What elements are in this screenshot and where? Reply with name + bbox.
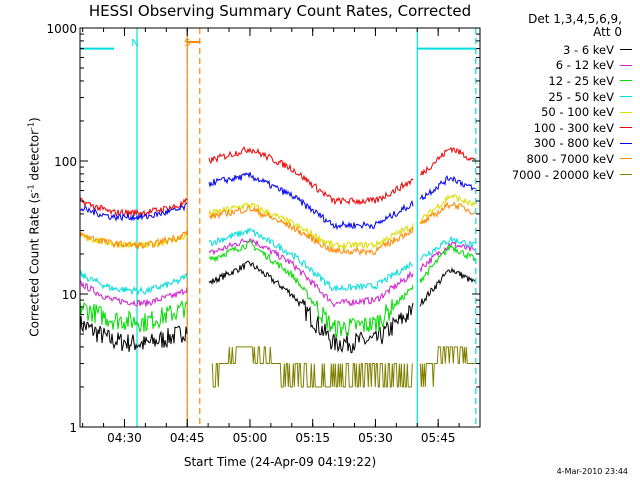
series-line: [208, 202, 414, 250]
chart-title: HESSI Observing Summary Count Rates, Cor…: [88, 2, 472, 20]
series-line: [79, 269, 188, 296]
legend-entry: 300 - 800 keV: [512, 136, 632, 152]
series-100-300-kev: [79, 145, 476, 218]
series-line: [208, 237, 414, 308]
series-line: [208, 171, 414, 231]
series-line: [208, 240, 414, 339]
series-line: [419, 236, 476, 261]
series-line: [419, 243, 476, 283]
series-6-12-kev: [79, 237, 476, 308]
series-line: [211, 346, 413, 388]
series-line: [79, 232, 188, 250]
y-tick-label: 100: [54, 155, 77, 169]
series-line: [208, 260, 414, 354]
axis-ticks: 04:30 04:45 05:00 05:15 05:30 05:45 1 10 100 1000: [46, 22, 481, 445]
series-line: [79, 316, 188, 352]
series-line: [208, 227, 414, 292]
series-7000-20000-kev: [211, 346, 476, 388]
x-tick-label: 05:15: [295, 431, 330, 445]
series-line: [419, 266, 476, 307]
legend-entry: 6 - 12 keV: [512, 58, 632, 74]
legend-swatch: [620, 174, 632, 176]
x-tick-label: 05:45: [421, 431, 456, 445]
y-tick-label: 1000: [46, 22, 77, 36]
legend-label: 6 - 12 keV: [555, 58, 614, 73]
x-tick-label: 05:00: [233, 431, 268, 445]
legend-entry: 50 - 100 keV: [512, 104, 632, 120]
legend-label: 50 - 100 keV: [541, 105, 614, 120]
series-12-25-kev: [79, 240, 476, 339]
legend-entry: 800 - 7000 keV: [512, 151, 632, 167]
legend-label: 12 - 25 keV: [548, 73, 614, 88]
legend: 3 - 6 keV 6 - 12 keV 12 - 25 keV 25 - 50 ke…: [512, 42, 632, 182]
legend-label: 25 - 50 keV: [548, 89, 614, 104]
legend-swatch: [620, 80, 632, 82]
series-3-6-kev: [79, 260, 476, 354]
series-25-50-kev: [79, 227, 476, 296]
legend-swatch: [620, 64, 632, 66]
y-tick-label: 10: [62, 288, 77, 302]
legend-label: 100 - 300 keV: [533, 120, 614, 135]
legend-header-attenuator: Att 0: [593, 25, 622, 39]
footer-timestamp: 4-Mar-2010 23:44: [556, 467, 628, 476]
series-line: [419, 175, 476, 201]
legend-entry: 7000 - 20000 keV: [512, 167, 632, 183]
series-line: [419, 193, 476, 225]
series-800-7000-kev: [79, 201, 476, 257]
legend-header-detectors: Det 1,3,4,5,6,9,: [528, 12, 622, 26]
legend-swatch: [620, 49, 632, 51]
plot-frame: [79, 27, 481, 428]
x-tick-label: 04:30: [107, 431, 142, 445]
annotation-s: S: [184, 38, 190, 49]
legend-label: 3 - 6 keV: [563, 42, 614, 57]
legend-label: 7000 - 20000 keV: [511, 167, 614, 182]
series-line: [79, 229, 188, 250]
series-300-800-kev: [79, 171, 476, 231]
legend-swatch: [620, 158, 632, 160]
series-line: [79, 202, 188, 222]
x-axis-label: Start Time (24-Apr-09 04:19:22): [183, 455, 377, 469]
legend-swatch: [620, 111, 632, 113]
series-line: [79, 197, 188, 218]
y-tick-label: 1: [69, 421, 77, 435]
series-line: [419, 346, 476, 388]
series-line: [419, 146, 476, 176]
legend-entry: 100 - 300 keV: [512, 120, 632, 136]
x-tick-label: 05:30: [358, 431, 393, 445]
legend-label: 300 - 800 keV: [533, 136, 614, 151]
y-axis-label: Corrected Count Rate (s-1 detector-1): [26, 117, 42, 337]
legend-swatch: [620, 96, 632, 98]
legend-entry: 12 - 25 keV: [512, 73, 632, 89]
legend-label: 800 - 7000 keV: [526, 151, 614, 166]
legend-entry: 3 - 6 keV: [512, 42, 632, 58]
series-line: [79, 299, 188, 333]
x-tick-label: 04:45: [170, 431, 205, 445]
annotation-n: N: [131, 38, 138, 49]
series-line: [419, 201, 476, 226]
series-layer: [79, 145, 476, 388]
legend-entry: 25 - 50 keV: [512, 89, 632, 105]
series-line: [208, 205, 414, 257]
legend-swatch: [620, 142, 632, 144]
series-line: [79, 280, 188, 307]
series-line: [208, 145, 414, 206]
legend-swatch: [620, 127, 632, 129]
